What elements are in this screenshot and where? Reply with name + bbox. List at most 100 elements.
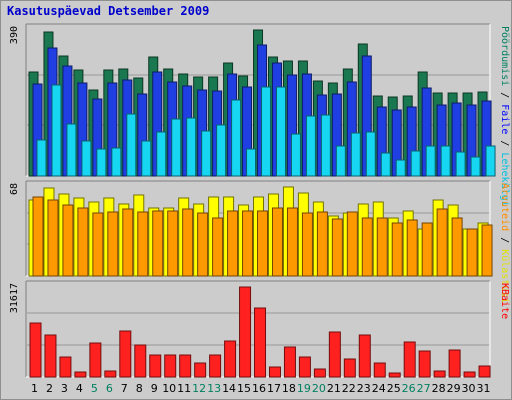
legend-part: / bbox=[499, 86, 510, 104]
bar-arvuteid-31 bbox=[481, 224, 493, 277]
x-tick-label: 29 bbox=[447, 382, 461, 395]
bar-lehekülgi-30 bbox=[470, 156, 481, 177]
bar-arvuteid-12 bbox=[197, 212, 209, 277]
x-tick-label: 20 bbox=[312, 382, 326, 395]
bar-lehekülgi-21 bbox=[335, 145, 346, 177]
bar-arvuteid-10 bbox=[167, 210, 179, 277]
bar-lehekülgi-24 bbox=[380, 152, 391, 177]
bar-arvuteid-21 bbox=[331, 218, 343, 277]
bar-lehekülgi-9 bbox=[156, 131, 167, 177]
bar-lehekülgi-18 bbox=[290, 133, 301, 177]
bar-lehekülgi-17 bbox=[275, 86, 286, 177]
series-legend-label: Arvuteid / Külastusi bbox=[499, 183, 510, 303]
y-max-label: 31617 bbox=[9, 283, 20, 313]
legend-part: Külastusi bbox=[499, 249, 510, 303]
series-legend-label: KBaite bbox=[499, 283, 510, 319]
x-tick-label: 27 bbox=[417, 382, 431, 395]
bar-lehekülgi-2 bbox=[51, 84, 62, 177]
bar-kbaite-25 bbox=[388, 372, 401, 378]
bar-arvuteid-28 bbox=[436, 208, 448, 277]
bar-arvuteid-20 bbox=[316, 211, 328, 277]
x-tick-label: 14 bbox=[222, 382, 236, 395]
bar-arvuteid-24 bbox=[376, 217, 388, 277]
legend-part: Arvuteid bbox=[499, 183, 510, 231]
bar-lehekülgi-20 bbox=[320, 114, 331, 177]
y-max-label: 68 bbox=[9, 183, 20, 195]
x-tick-label: 4 bbox=[76, 382, 83, 395]
x-tick-label: 17 bbox=[267, 382, 281, 395]
bar-kbaite-23 bbox=[358, 334, 371, 378]
bar-kbaite-15 bbox=[239, 286, 252, 378]
bar-kbaite-6 bbox=[104, 370, 117, 378]
bar-kbaite-1 bbox=[29, 322, 42, 378]
x-tick-label: 24 bbox=[372, 382, 386, 395]
bar-kbaite-9 bbox=[149, 354, 162, 378]
bar-arvuteid-14 bbox=[227, 210, 239, 277]
bar-arvuteid-5 bbox=[92, 212, 104, 277]
x-tick-label: 2 bbox=[46, 382, 53, 395]
bar-lehekülgi-13 bbox=[216, 124, 227, 177]
bar-arvuteid-4 bbox=[77, 207, 89, 277]
bar-kbaite-11 bbox=[179, 354, 192, 378]
series-legend-label: Pöördumisi / Faile / Lehekülgi bbox=[499, 26, 510, 207]
x-tick-label: 13 bbox=[207, 382, 221, 395]
bar-kbaite-31 bbox=[478, 365, 491, 378]
y-max-label: 390 bbox=[9, 26, 20, 44]
x-tick-label: 7 bbox=[121, 382, 128, 395]
x-tick-label: 6 bbox=[106, 382, 113, 395]
bar-arvuteid-15 bbox=[242, 210, 254, 277]
bar-kbaite-27 bbox=[418, 350, 431, 378]
bar-lehekülgi-31 bbox=[485, 145, 496, 177]
x-tick-label: 23 bbox=[357, 382, 371, 395]
bar-kbaite-5 bbox=[89, 342, 102, 378]
x-tick-label: 8 bbox=[136, 382, 143, 395]
bar-kbaite-2 bbox=[44, 334, 57, 378]
x-tick-label: 11 bbox=[177, 382, 191, 395]
x-tick-label: 9 bbox=[151, 382, 158, 395]
x-tick-label: 26 bbox=[402, 382, 416, 395]
x-tick-label: 3 bbox=[61, 382, 68, 395]
bar-lehekülgi-6 bbox=[111, 147, 122, 177]
bar-lehekülgi-14 bbox=[231, 99, 242, 177]
bar-kbaite-16 bbox=[254, 307, 267, 378]
bar-arvuteid-29 bbox=[451, 217, 463, 277]
bar-kbaite-18 bbox=[283, 346, 296, 378]
bar-kbaite-3 bbox=[59, 356, 72, 378]
bar-kbaite-4 bbox=[74, 371, 87, 378]
bar-arvuteid-6 bbox=[107, 211, 119, 277]
bar-arvuteid-9 bbox=[152, 210, 164, 277]
bar-arvuteid-11 bbox=[182, 208, 194, 277]
x-tick-label: 21 bbox=[327, 382, 341, 395]
bar-arvuteid-22 bbox=[346, 211, 358, 277]
x-tick-label: 5 bbox=[91, 382, 98, 395]
x-tick-label: 19 bbox=[297, 382, 311, 395]
x-tick-label: 15 bbox=[237, 382, 251, 395]
bar-lehekülgi-10 bbox=[171, 118, 182, 177]
bar-arvuteid-3 bbox=[62, 204, 74, 277]
legend-part: KBaite bbox=[499, 283, 510, 319]
bar-arvuteid-16 bbox=[257, 210, 269, 277]
bar-arvuteid-18 bbox=[286, 207, 298, 277]
bar-kbaite-30 bbox=[463, 371, 476, 378]
bar-lehekülgi-3 bbox=[66, 123, 77, 177]
x-tick-label: 10 bbox=[162, 382, 176, 395]
x-tick-label: 18 bbox=[282, 382, 296, 395]
bar-arvuteid-25 bbox=[391, 222, 403, 277]
x-tick-label: 28 bbox=[432, 382, 446, 395]
bar-lehekülgi-12 bbox=[201, 130, 212, 177]
bar-kbaite-19 bbox=[298, 356, 311, 378]
bar-kbaite-8 bbox=[134, 344, 147, 378]
x-tick-label: 30 bbox=[462, 382, 476, 395]
bar-kbaite-21 bbox=[328, 331, 341, 378]
bar-kbaite-28 bbox=[433, 370, 446, 378]
bar-lehekülgi-26 bbox=[410, 150, 421, 177]
bar-arvuteid-13 bbox=[212, 217, 224, 277]
bar-lehekülgi-7 bbox=[126, 113, 137, 177]
legend-part: Faile bbox=[499, 104, 510, 134]
bar-lehekülgi-27 bbox=[425, 145, 436, 177]
legend-part: Pöördumisi bbox=[499, 26, 510, 86]
bar-kbaite-12 bbox=[194, 362, 207, 378]
x-tick-label: 12 bbox=[192, 382, 206, 395]
bar-kbaite-17 bbox=[268, 366, 281, 378]
